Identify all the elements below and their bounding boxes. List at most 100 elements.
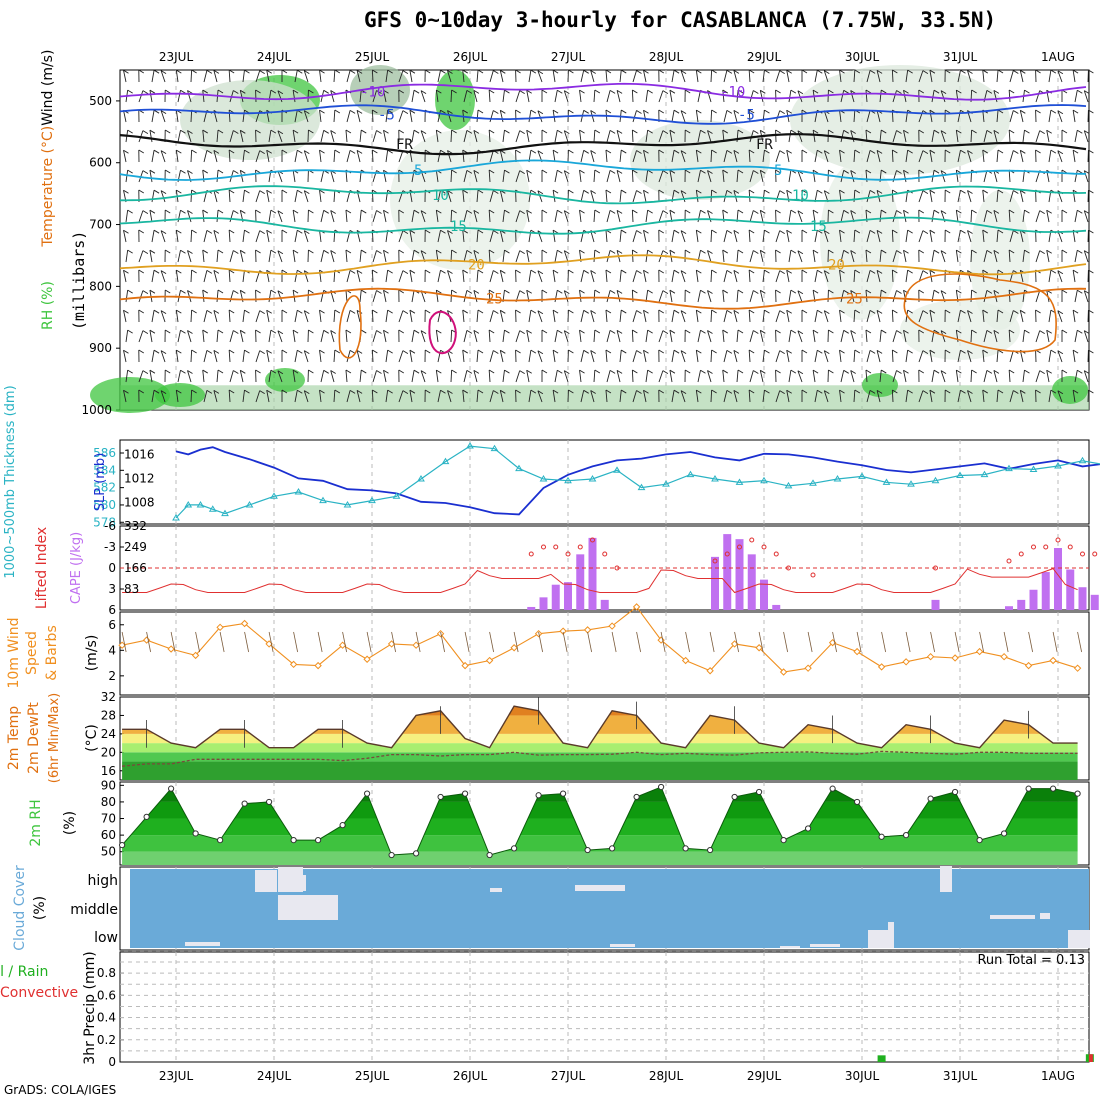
- wind-barb-staff: [462, 190, 465, 203]
- wind-barb-staff: [879, 130, 882, 143]
- li-point: [528, 551, 534, 557]
- wind-barb-staff: [266, 190, 270, 203]
- wind-barb-staff: [957, 350, 961, 363]
- wind-barb: [1019, 309, 1026, 323]
- wind-barb-staff: [303, 230, 309, 243]
- wind-barb-flag: [733, 390, 740, 394]
- wind-barb-staff: [722, 330, 725, 343]
- wind-barb-staff: [303, 390, 309, 403]
- wind-barb: [993, 330, 1000, 343]
- wind-speed-point: [240, 619, 249, 628]
- wind-barb-staff: [814, 310, 818, 323]
- wind-barb-flag: [700, 129, 706, 134]
- wind-barb-flag: [138, 69, 145, 74]
- li-point: [1043, 544, 1049, 550]
- wind-barb-flag: [609, 130, 616, 134]
- wind-barb-flag: [473, 250, 480, 254]
- wind-barb: [866, 70, 876, 83]
- wind-barb-flag: [488, 289, 495, 294]
- wind-barb: [929, 149, 936, 163]
- temp-tick-label: 24: [101, 727, 116, 741]
- wind-barb: [632, 390, 642, 403]
- wind-barb-staff: [502, 250, 505, 263]
- wind-barb: [499, 269, 506, 283]
- wind-barb-flag: [164, 369, 171, 374]
- wind-barb: [853, 229, 861, 243]
- wind-barb: [1057, 70, 1064, 83]
- wind-barb: [383, 329, 389, 343]
- wind-barb-staff: [1009, 150, 1014, 163]
- wind-barb: [643, 229, 649, 243]
- wind-barb: [590, 310, 596, 323]
- wind-barb-flag: [896, 250, 902, 254]
- wind-barb-staff: [552, 190, 556, 203]
- wind-barb: [541, 369, 548, 382]
- wind-barb: [488, 89, 495, 103]
- wind-barb: [1087, 189, 1094, 203]
- wind-barb: [876, 309, 883, 323]
- wind-barb-flag: [420, 250, 427, 255]
- top-day-label: 27JUL: [551, 50, 586, 64]
- temp-fill-band: [122, 761, 1078, 780]
- wind-barb: [983, 249, 993, 263]
- wind-barb: [996, 349, 1004, 363]
- wind-barb-staff: [970, 249, 973, 263]
- wind-barb-flag: [940, 250, 947, 255]
- wind-barb-staff: [489, 270, 494, 283]
- wind-barb-flag: [696, 309, 702, 314]
- wind-barb-flag: [180, 89, 186, 94]
- wind-barb-flag: [658, 349, 665, 354]
- wind-barb-staff: [149, 210, 153, 223]
- wind-barb-flag: [345, 129, 352, 134]
- wind-barb: [538, 631, 543, 653]
- wind-barb: [563, 170, 570, 183]
- wind-barb-flag: [876, 389, 883, 394]
- wind-barb-flag: [733, 150, 740, 154]
- wind-barb-flag: [839, 149, 845, 154]
- wind-barb: [149, 209, 156, 223]
- wind-barb-flag: [707, 330, 713, 334]
- wind-barb-flag: [564, 170, 570, 174]
- wind-barb: [929, 229, 936, 243]
- wind-barb: [970, 369, 977, 383]
- wind-barb-flag: [266, 69, 272, 74]
- wind-barb: [722, 289, 728, 303]
- wind-barb-flag: [1050, 109, 1057, 114]
- wind-barb: [319, 389, 325, 403]
- wind-barb-flag: [206, 389, 213, 394]
- wind-barb-flag: [526, 289, 532, 294]
- wind-barb-flag: [876, 229, 883, 234]
- wind-barb-flag: [1046, 209, 1052, 214]
- wind-barb-flag: [680, 390, 687, 395]
- wind-barb-staff: [228, 229, 231, 243]
- wind-barb-flag: [1035, 109, 1041, 114]
- wind-barb-flag: [960, 69, 966, 74]
- thickness-line: [175, 445, 1100, 519]
- wind-barb-staff: [982, 310, 985, 323]
- wind-barb-flag: [180, 289, 186, 294]
- wind-barb: [1008, 169, 1015, 183]
- wind-barb-flag: [922, 390, 929, 395]
- wind-barb-staff: [229, 250, 234, 263]
- wind-barb-flag: [605, 189, 612, 194]
- wind-barb: [383, 209, 389, 223]
- wind-barb-flag: [779, 110, 785, 114]
- wind-barb: [1072, 189, 1079, 203]
- isotherm-label: 20: [468, 258, 485, 274]
- wind-barb-staff: [450, 169, 453, 183]
- wind-barb-flag: [881, 289, 887, 294]
- wind-barb-flag: [319, 109, 325, 114]
- wind-barb-flag: [259, 230, 265, 234]
- wind-barb: [944, 309, 951, 323]
- wind-barb-flag: [680, 310, 687, 315]
- wind-barb-staff: [123, 110, 127, 123]
- wind-barb-flag: [673, 229, 680, 234]
- wind-barb: [669, 289, 676, 303]
- wind-barb-staff: [447, 270, 452, 283]
- wind-barb: [177, 209, 186, 223]
- wind-barb-flag: [436, 209, 442, 214]
- wind-barb-flag: [1072, 349, 1079, 354]
- wind-barb-staff: [268, 250, 272, 263]
- wind-barb: [371, 349, 378, 363]
- wind-barb-staff: [526, 210, 530, 223]
